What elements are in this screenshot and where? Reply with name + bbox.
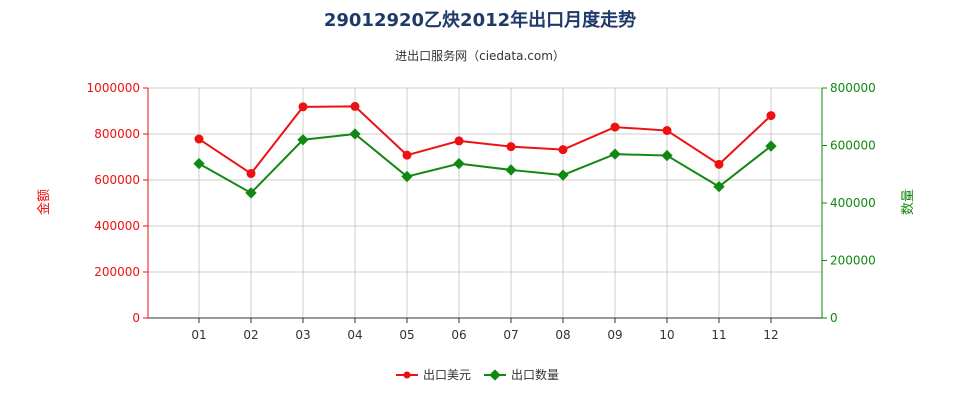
data-point-export-qty xyxy=(713,180,725,193)
data-point-export-qty xyxy=(661,149,673,162)
x-tick-label: 10 xyxy=(659,328,674,342)
data-point-export-usd xyxy=(766,111,776,121)
chart-title: 29012920乙炔2012年出口月度走势 xyxy=(324,9,636,31)
y-tick-label-right: 800000 xyxy=(830,81,876,95)
y-tick-label-left: 0 xyxy=(132,311,140,325)
x-tick-label: 12 xyxy=(763,328,778,342)
data-point-export-qty xyxy=(349,128,361,140)
data-point-export-usd xyxy=(402,150,412,160)
y-tick-label-right: 400000 xyxy=(830,196,876,210)
legend-item-export-usd[interactable]: 出口美元 xyxy=(396,368,471,382)
data-point-export-qty xyxy=(297,134,309,146)
y-tick-label-right: 0 xyxy=(830,311,838,325)
legend: 出口美元 出口数量 xyxy=(396,367,559,382)
series-line-export-usd xyxy=(198,105,772,175)
series-line-export-qty xyxy=(198,132,772,195)
y-tick-label-left: 1000000 xyxy=(87,81,140,95)
data-point-export-qty xyxy=(557,169,569,181)
data-point-export-qty xyxy=(609,148,621,160)
data-point-export-usd xyxy=(298,102,308,112)
data-point-export-usd xyxy=(610,122,620,132)
y-ticks-right: 0 200000 400000 600000 800000 xyxy=(822,81,876,325)
legend-marker-export-qty xyxy=(489,369,501,381)
grid xyxy=(148,87,822,319)
chart-subtitle: 进出口服务网（ciedata.com） xyxy=(395,48,565,63)
axes xyxy=(147,88,823,319)
data-point-export-qty xyxy=(453,157,465,170)
x-tick-label: 07 xyxy=(503,328,518,342)
data-point-export-qty xyxy=(765,140,777,152)
data-point-export-usd xyxy=(714,159,724,169)
data-point-export-usd xyxy=(506,142,516,152)
x-tick-label: 03 xyxy=(295,328,310,342)
data-point-export-usd xyxy=(662,126,672,136)
data-point-export-usd xyxy=(558,145,568,155)
legend-marker-export-usd xyxy=(403,371,411,379)
data-point-export-usd xyxy=(194,134,204,144)
y-tick-label-left: 600000 xyxy=(94,173,140,187)
series-group xyxy=(193,101,777,199)
data-point-export-qty xyxy=(401,170,413,183)
y-tick-label-right: 200000 xyxy=(830,254,876,268)
y-tick-label-left: 800000 xyxy=(94,127,140,141)
x-tick-label: 01 xyxy=(191,328,206,342)
data-point-export-qty xyxy=(193,157,205,170)
y-tick-label-right: 600000 xyxy=(830,139,876,153)
data-point-export-usd xyxy=(350,101,360,111)
y-ticks-left: 0 200000 400000 600000 800000 1000000 xyxy=(87,81,148,325)
data-point-export-usd xyxy=(454,136,464,146)
x-tick-label: 02 xyxy=(243,328,258,342)
x-tick-label: 05 xyxy=(399,328,414,342)
y-tick-label-left: 200000 xyxy=(94,265,140,279)
legend-item-export-qty[interactable]: 出口数量 xyxy=(484,367,559,382)
data-point-export-qty xyxy=(245,187,257,199)
data-point-export-qty xyxy=(505,164,517,176)
y-axis-label-left: 金额 xyxy=(36,189,52,215)
x-tick-label: 08 xyxy=(555,328,570,342)
y-axis-label-right: 数量 xyxy=(901,189,916,215)
data-point-export-usd xyxy=(246,169,256,179)
legend-label-export-usd: 出口美元 xyxy=(423,368,471,382)
x-tick-label: 11 xyxy=(711,328,726,342)
y-tick-label-left: 400000 xyxy=(94,219,140,233)
x-ticks: 01 02 03 04 05 06 07 08 09 10 11 12 xyxy=(191,318,779,342)
x-tick-label: 04 xyxy=(347,328,362,342)
x-tick-label: 06 xyxy=(451,328,466,342)
legend-label-export-qty: 出口数量 xyxy=(511,367,559,382)
x-tick-label: 09 xyxy=(607,328,622,342)
